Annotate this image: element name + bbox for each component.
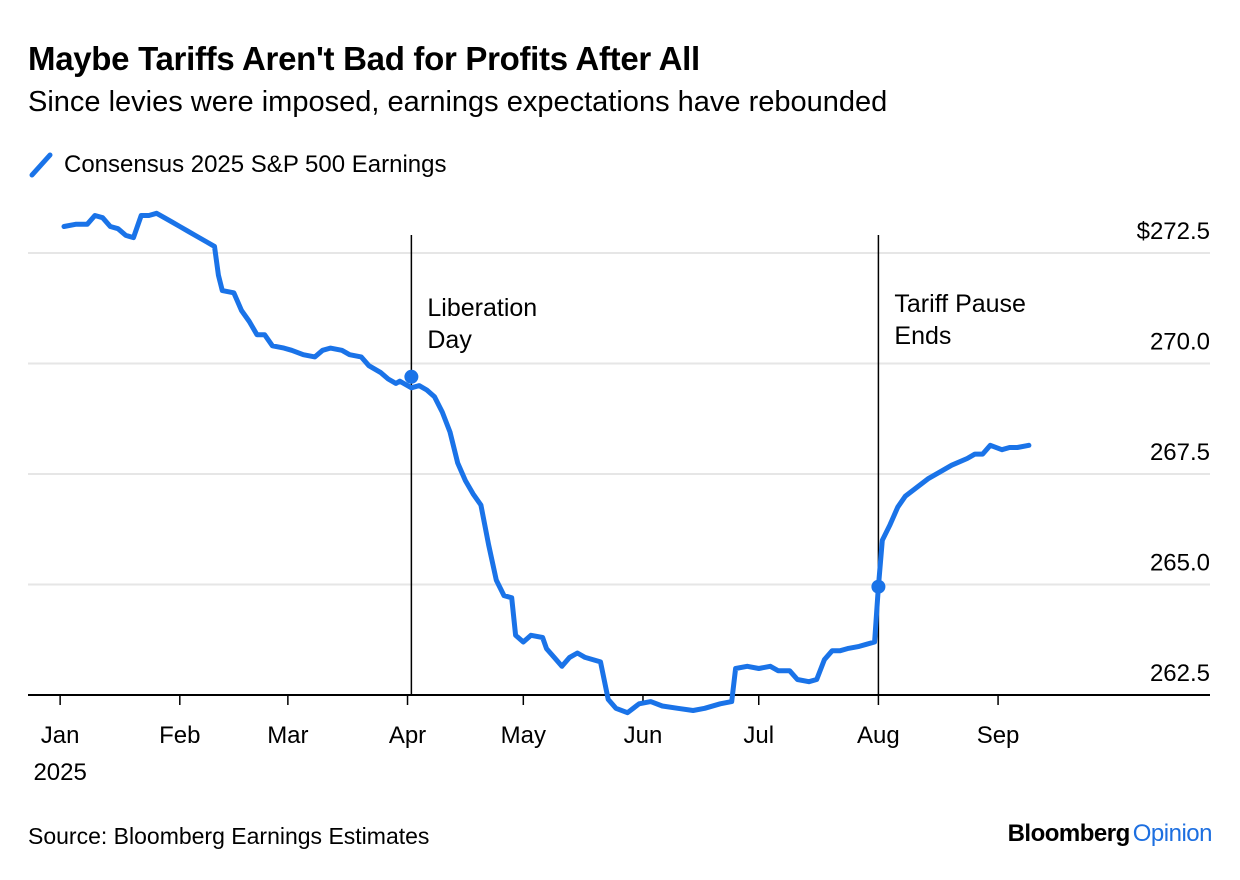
x-tick-label-6: Jul (743, 722, 774, 749)
brand-main: Bloomberg (1007, 820, 1131, 847)
x-tick-sublabel-0: 2025 (33, 759, 86, 786)
annotation-text-1-1: Ends (894, 322, 951, 350)
x-tick-label-5: Jun (624, 722, 663, 749)
annotation-text-1-0: Tariff Pause (894, 290, 1026, 318)
x-tick-label-1: Feb (159, 722, 200, 749)
x-tick-label-4: May (501, 722, 546, 749)
legend-label: Consensus 2025 S&P 500 Earnings (64, 151, 447, 178)
y-tick-label-0: $272.5 (1137, 218, 1210, 245)
annotation-text-0-0: Liberation (427, 294, 537, 322)
y-tick-label-4: 262.5 (1150, 660, 1210, 687)
x-tick-label-0: Jan (41, 722, 80, 749)
legend: Consensus 2025 S&P 500 Earnings (28, 148, 447, 182)
annotation-marker-0 (404, 369, 419, 384)
x-tick-label-7: Aug (857, 722, 900, 749)
chart-title: Maybe Tariffs Aren't Bad for Profits Aft… (28, 40, 700, 77)
series-line-0 (61, 210, 1032, 716)
annotation-marker-1 (871, 579, 886, 594)
y-tick-label-1: 270.0 (1150, 329, 1210, 356)
annotation-text-0-1: Day (427, 326, 472, 354)
y-tick-label-2: 267.5 (1150, 439, 1210, 466)
source-note: Source: Bloomberg Earnings Estimates (28, 823, 430, 849)
brand-sub: Opinion (1132, 820, 1213, 847)
legend-line-icon (29, 152, 53, 178)
y-tick-label-3: 265.0 (1150, 550, 1210, 577)
x-tick-label-8: Sep (977, 722, 1020, 749)
chart-subtitle: Since levies were imposed, earnings expe… (28, 86, 888, 118)
x-tick-label-3: Apr (389, 722, 426, 749)
x-tick-label-2: Mar (267, 722, 308, 749)
brand-logo: Bloomberg Opinion (1007, 820, 1213, 848)
